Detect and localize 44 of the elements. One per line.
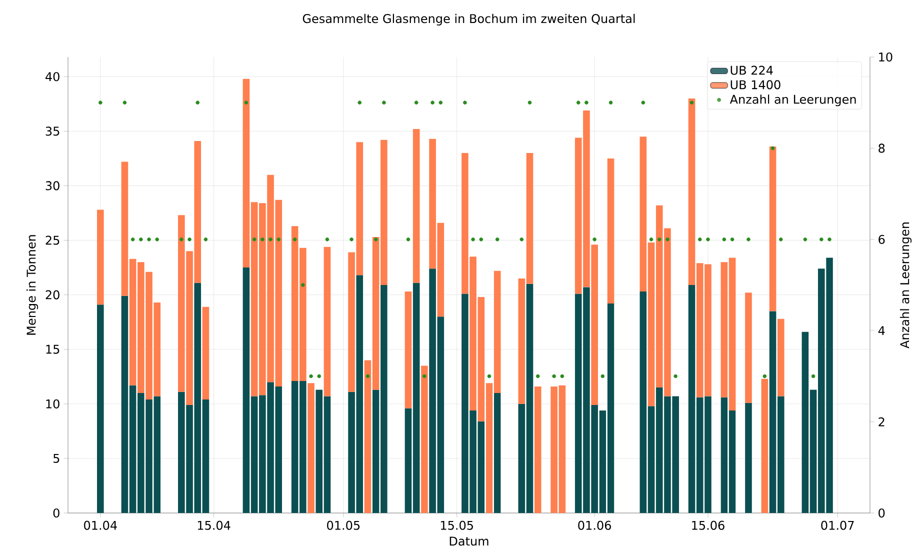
x-tick-label: 01.05 bbox=[327, 520, 360, 530]
bar bbox=[745, 402, 752, 513]
y2-tick-label: 0 bbox=[878, 508, 885, 518]
bar bbox=[308, 383, 314, 513]
bar bbox=[421, 366, 428, 513]
y-tick-label: 30 bbox=[46, 181, 60, 190]
chart-title: Gesammelte Glasmenge in Bochum im zweiten Quartal bbox=[302, 14, 635, 26]
y-tick-label: 25 bbox=[46, 236, 60, 245]
bar bbox=[534, 386, 542, 513]
y-tick-label: 0 bbox=[53, 508, 60, 518]
bar bbox=[97, 210, 104, 305]
bar bbox=[607, 158, 614, 304]
y2-tick-label: 8 bbox=[878, 144, 885, 153]
y2-tick-label: 2 bbox=[878, 417, 884, 426]
y2-axis-title: Anzahl an Leerungen bbox=[900, 222, 912, 348]
x-tick-label: 15.04 bbox=[198, 520, 230, 530]
bar bbox=[769, 146, 776, 312]
y-tick-label: 10 bbox=[46, 399, 60, 408]
bar bbox=[412, 128, 420, 283]
y2-tick-label: 6 bbox=[878, 234, 885, 244]
x-tick-label: 15.06 bbox=[692, 520, 724, 530]
bar bbox=[324, 246, 331, 396]
x-tick-label: 01.07 bbox=[821, 520, 854, 530]
bar bbox=[202, 306, 210, 400]
y-axis-title: Menge in Tonnen bbox=[26, 235, 38, 335]
bar bbox=[97, 304, 104, 513]
y2-tick-label: 4 bbox=[878, 326, 885, 335]
y-tick-label: 40 bbox=[46, 72, 60, 82]
x-tick-label: 01.04 bbox=[84, 520, 117, 530]
y-tick-label: 20 bbox=[46, 290, 60, 300]
bar bbox=[777, 318, 784, 396]
x-axis-title: Datum bbox=[450, 536, 488, 546]
legend-label: UB 224 bbox=[730, 66, 773, 75]
legend-label: Anzahl an Leerungen bbox=[730, 94, 856, 106]
bar bbox=[404, 292, 412, 408]
bar bbox=[494, 392, 501, 513]
x-tick-label: 15.05 bbox=[440, 520, 473, 530]
y-tick-label: 15 bbox=[46, 344, 60, 354]
y-tick-label: 35 bbox=[46, 126, 60, 136]
x-tick-label: 01.06 bbox=[578, 520, 611, 530]
y-tick-label: 5 bbox=[53, 454, 60, 463]
y2-tick-label: 10 bbox=[879, 52, 892, 62]
bar bbox=[745, 292, 752, 403]
legend-label: UB 1400 bbox=[730, 80, 780, 90]
